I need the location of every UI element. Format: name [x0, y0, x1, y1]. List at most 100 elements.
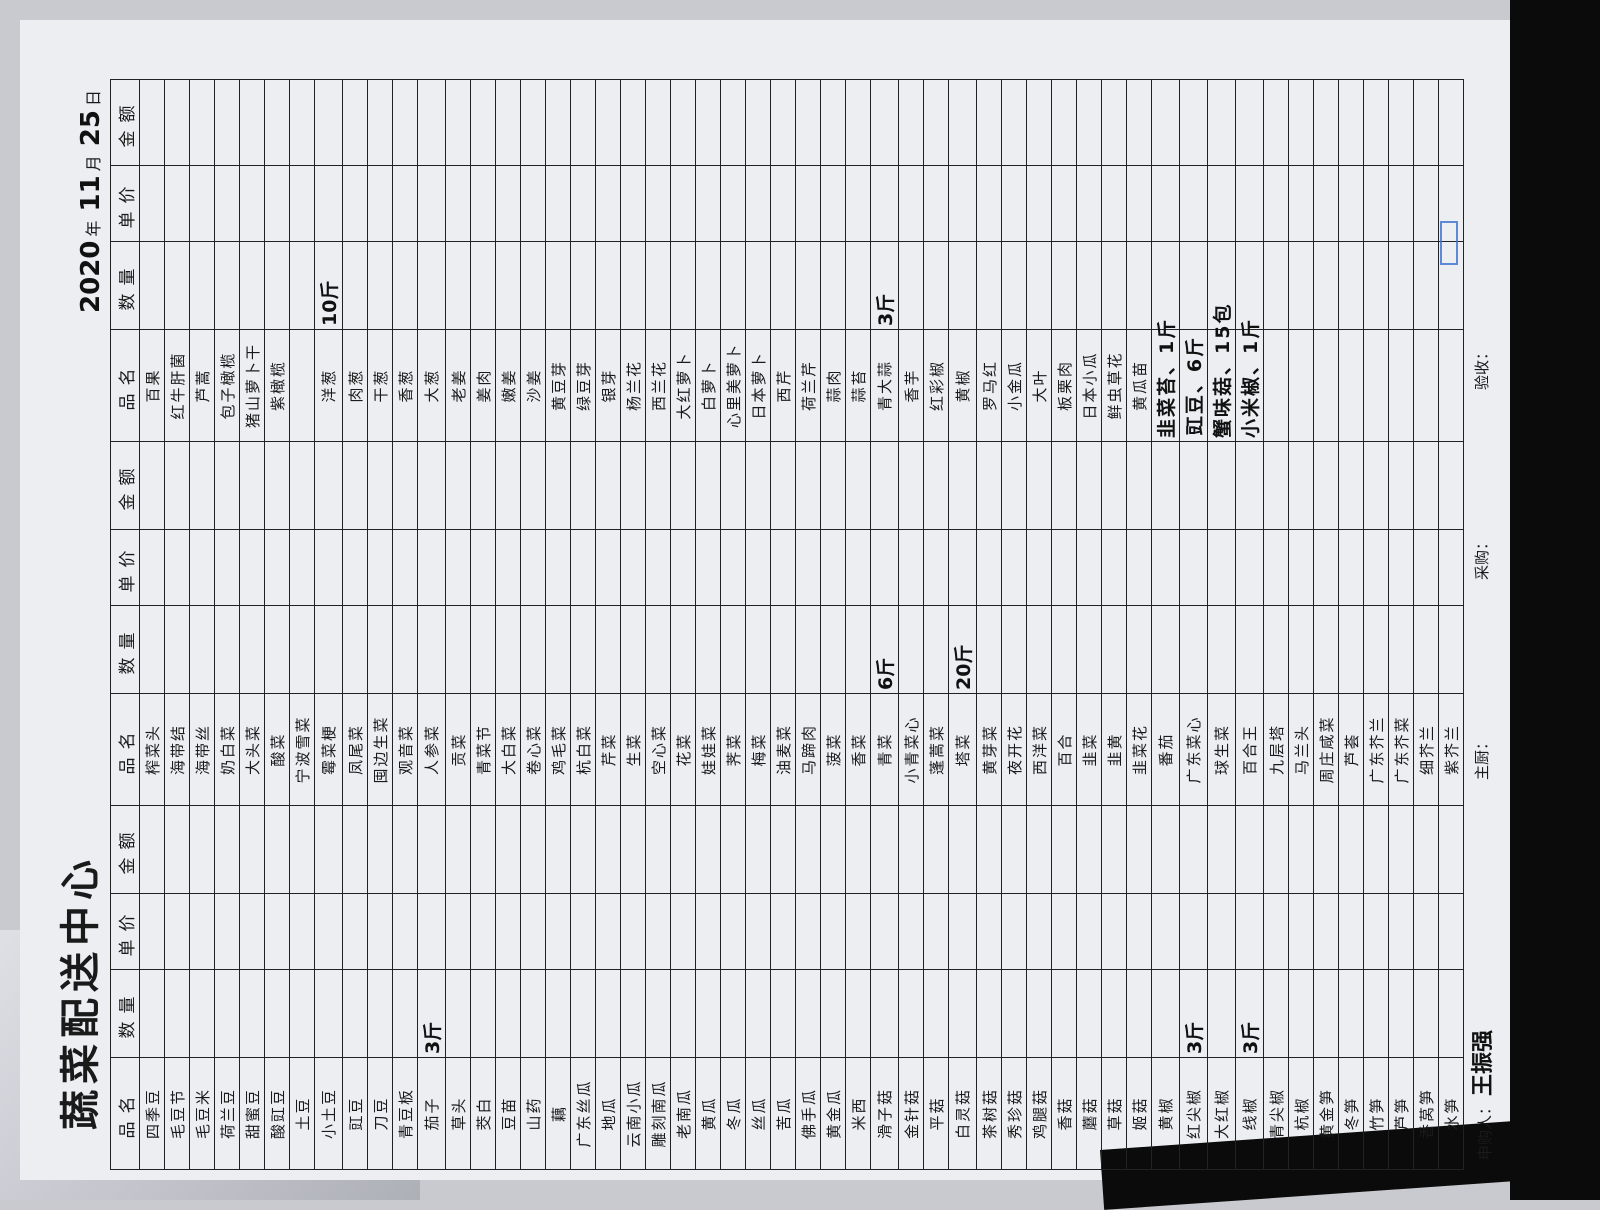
item-unit-price — [545, 165, 571, 242]
item-unit-price — [976, 893, 1002, 970]
item-name: 荷兰豆 — [214, 1057, 240, 1170]
item-name: 大红萝卜 — [670, 329, 696, 442]
item-unit-price — [1126, 165, 1152, 242]
item-unit-price — [392, 165, 418, 242]
item-quantity — [470, 969, 496, 1058]
item-name: 豆苗 — [495, 1057, 521, 1170]
item-amount — [770, 441, 796, 530]
item-name: 海带结 — [164, 693, 190, 806]
item-name-text: 猪山萝卜干 — [243, 343, 262, 429]
item-quantity — [570, 241, 596, 330]
item-quantity: 3斤 — [1179, 969, 1208, 1058]
item-unit-price — [1179, 529, 1208, 606]
item-quantity — [189, 241, 215, 330]
item-name-text: 香菜 — [849, 732, 868, 767]
item-name: 嫩姜 — [495, 329, 521, 442]
table-row: 黄金笋 周庄咸菜 — [1313, 79, 1339, 1170]
item-name-text: 大红椒 — [1213, 1088, 1231, 1140]
item-amount — [1313, 805, 1339, 894]
item-amount — [1179, 441, 1208, 530]
item-quantity — [189, 605, 215, 694]
requester-signature: 王振强 — [1470, 1029, 1496, 1096]
item-unit-price — [139, 165, 165, 242]
item-unit-price — [139, 893, 165, 970]
item-quantity — [1001, 241, 1027, 330]
item-amount — [445, 441, 471, 530]
item-quantity — [367, 969, 393, 1058]
item-unit-price — [470, 165, 496, 242]
item-unit-price — [1126, 529, 1152, 606]
item-unit-price — [795, 165, 821, 242]
item-quantity — [239, 605, 265, 694]
purchaser-field: 采购： — [1471, 535, 1492, 580]
table-header-row: 品名 数量 单价 金额 品名 数量 单价 金额 品名 数量 单价 金额 — [110, 79, 140, 1170]
form-footer: 申购人： 王振强 主厨： 采购： 验收： — [1464, 70, 1498, 1170]
item-unit-price — [1263, 165, 1289, 242]
item-name-text: 四季豆 — [143, 1088, 162, 1140]
item-unit-price — [1235, 529, 1264, 606]
item-amount — [417, 79, 446, 166]
handwritten-quantity: 10斤 — [319, 280, 341, 326]
item-name: 苦瓜 — [770, 1057, 796, 1170]
item-amount — [342, 441, 368, 530]
item-amount — [795, 805, 821, 894]
table-row: 香莴笋 细芥兰 — [1413, 79, 1439, 1170]
item-quantity — [1263, 605, 1289, 694]
item-name-text: 芦荟 — [1342, 732, 1361, 767]
handwritten-quantity: 20斤 — [953, 644, 975, 690]
item-name: 姬菇 — [1126, 1057, 1152, 1170]
item-name-text: 佛手瓜 — [799, 1088, 818, 1140]
item-quantity — [1076, 241, 1102, 330]
item-name-text: 秀珍菇 — [1005, 1088, 1024, 1140]
item-name: 贡菜 — [445, 693, 471, 806]
item-name-text: 酸豇豆 — [268, 1088, 287, 1140]
item-unit-price — [189, 893, 215, 970]
item-name-text: 空心菜 — [649, 724, 668, 776]
item-quantity — [1126, 969, 1152, 1058]
item-name-text: 姬菇 — [1130, 1096, 1149, 1131]
item-quantity — [670, 605, 696, 694]
item-name-text: 竹笋 — [1367, 1096, 1386, 1131]
item-name-text: 贡菜 — [449, 732, 468, 767]
item-name: 黄椒 — [1151, 1057, 1180, 1170]
item-name: 黄瓜苗 — [1126, 329, 1152, 442]
item-unit-price — [770, 529, 796, 606]
item-name-text: 广东菜心 — [1185, 715, 1203, 784]
item-name-text: 藕 — [549, 1105, 568, 1123]
order-form: 蔬菜配送中心 2020年 11月 25日 品名 数量 单价 金额 品名 数量 单价 金额 品名数… — [40, 70, 1520, 1170]
item-name: 黄瓜 — [695, 1057, 721, 1170]
item-name: 囤边生菜 — [367, 693, 393, 806]
item-name-text: 红彩椒 — [927, 360, 946, 412]
item-name — [289, 329, 315, 442]
item-name-text: 鸡毛菜 — [549, 724, 568, 776]
item-name-text: 海带丝 — [193, 724, 212, 776]
item-unit-price — [342, 165, 368, 242]
item-name-text: 茶树菇 — [980, 1088, 999, 1140]
item-unit-price — [1313, 165, 1339, 242]
item-unit-price — [923, 893, 949, 970]
item-name-text: 蘑菇 — [1080, 1096, 1099, 1131]
item-name: 小米椒、1斤 — [1235, 318, 1264, 442]
item-name: 荠菜 — [720, 693, 746, 806]
table-row: 秀珍菇 夜开花 小金瓜 — [1001, 79, 1027, 1170]
item-name-text: 冬瓜 — [724, 1096, 743, 1131]
item-amount — [545, 441, 571, 530]
item-amount — [1151, 441, 1180, 530]
item-name-text: 黄瓜苗 — [1130, 360, 1149, 412]
item-unit-price — [1338, 165, 1364, 242]
table-row: 线椒 3斤 百合王 小米椒、1斤 — [1235, 79, 1264, 1170]
item-name: 广东芥兰 — [1363, 693, 1389, 806]
item-name-text: 广东芥兰 — [1367, 715, 1386, 784]
item-name-text: 水笋 — [1442, 1096, 1461, 1131]
item-unit-price — [1207, 529, 1236, 606]
item-amount — [570, 441, 596, 530]
item-name-text: 生菜 — [624, 732, 643, 767]
item-quantity — [139, 605, 165, 694]
item-name-text: 豆苗 — [499, 1096, 518, 1131]
table-row: 鸡腿菇 西洋菜 大叶 — [1026, 79, 1052, 1170]
item-unit-price — [520, 529, 546, 606]
item-name-text: 土豆 — [293, 1096, 312, 1131]
item-name-text: 百合 — [1055, 732, 1074, 767]
item-amount — [1363, 805, 1389, 894]
item-amount — [367, 805, 393, 894]
